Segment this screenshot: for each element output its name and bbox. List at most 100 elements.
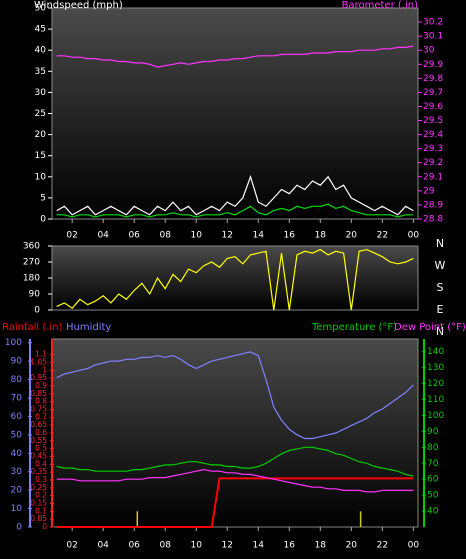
x-tick-label: 06 bbox=[128, 541, 140, 551]
y-tick-label: 0.85 bbox=[30, 389, 47, 398]
x-tick-label: 04 bbox=[97, 541, 109, 551]
y-tick-label: 120 bbox=[427, 379, 444, 389]
y-tick-label: 0.9 bbox=[35, 381, 47, 390]
y-tick-label: 110 bbox=[427, 395, 444, 405]
series-line bbox=[56, 468, 414, 493]
y-tick-label: 29.2 bbox=[423, 158, 443, 168]
y-tick-label: 29 bbox=[423, 186, 435, 196]
y-tick-label: 0.55 bbox=[30, 436, 47, 445]
y-tick-label: 35 bbox=[35, 67, 46, 77]
y-tick-label: 0.1 bbox=[35, 506, 47, 515]
y-tick-label: 130 bbox=[427, 363, 444, 373]
y-tick-label: 90 bbox=[29, 290, 41, 300]
y2-axis-title: Barometer (.in) bbox=[342, 0, 418, 11]
y-tick-label: 29.9 bbox=[423, 60, 443, 70]
y-tick-label: 70 bbox=[11, 393, 23, 403]
y-tick-label: 50 bbox=[427, 491, 439, 501]
y-tick-label: 0.4 bbox=[35, 459, 47, 468]
x-tick-label: 16 bbox=[284, 231, 296, 241]
y-tick-label: 180 bbox=[23, 274, 40, 284]
y-tick-label: 30 bbox=[35, 88, 47, 98]
y-tick-label: 50 bbox=[35, 4, 47, 14]
y-tick-label: 0.6 bbox=[35, 428, 47, 437]
series-label: Dew Point (°F) bbox=[394, 322, 466, 333]
series-line bbox=[56, 248, 414, 311]
y-tick-label: 10 bbox=[11, 504, 23, 514]
y-tick-label: 40 bbox=[427, 507, 439, 517]
y-tick-label: 90 bbox=[11, 357, 23, 367]
y-tick-label: 30 bbox=[11, 467, 23, 477]
y-tick-label: 29.1 bbox=[423, 172, 443, 182]
x-tick-label: 22 bbox=[377, 541, 388, 551]
x-tick-label: 12 bbox=[222, 541, 233, 551]
compass-label: N bbox=[436, 237, 444, 250]
y-tick-label: 29.3 bbox=[423, 144, 443, 154]
x-tick-label: 18 bbox=[315, 541, 327, 551]
y-tick-label: 60 bbox=[427, 475, 439, 485]
series-line bbox=[56, 446, 414, 477]
y-tick-label: 0 bbox=[40, 215, 46, 225]
y-tick-label: 0.5 bbox=[35, 444, 47, 453]
y-tick-label: 0.2 bbox=[35, 491, 47, 500]
y-tick-label: 0.75 bbox=[30, 405, 47, 414]
y-tick-label: 29.7 bbox=[423, 88, 443, 98]
y-tick-label: 29.6 bbox=[423, 102, 443, 112]
x-tick-label: 22 bbox=[377, 231, 388, 241]
y-tick-label: 0.15 bbox=[30, 499, 47, 508]
y-tick-label: 45 bbox=[35, 25, 46, 35]
y-tick-label: 25 bbox=[35, 109, 46, 119]
compass-label: W bbox=[435, 259, 446, 272]
x-tick-label: 00 bbox=[408, 541, 420, 551]
x-tick-label: 14 bbox=[253, 231, 265, 241]
series-label: Rainfall (.in) bbox=[2, 322, 63, 333]
x-tick-label: 08 bbox=[159, 231, 171, 241]
y-tick-label: 29.4 bbox=[423, 130, 443, 140]
y-tick-label: 1.1 bbox=[35, 350, 47, 359]
series-line bbox=[56, 174, 414, 216]
x-tick-label: 04 bbox=[97, 231, 109, 241]
y-tick-label: 100 bbox=[427, 411, 444, 421]
x-tick-label: 16 bbox=[284, 541, 296, 551]
y-tick-label: 29.8 bbox=[423, 74, 443, 84]
x-tick-label: 00 bbox=[408, 231, 420, 241]
x-tick-label: 10 bbox=[191, 541, 203, 551]
y-tick-label: 80 bbox=[427, 443, 439, 453]
plot-area bbox=[51, 338, 419, 528]
y-tick-label: 40 bbox=[35, 46, 47, 56]
y-tick-label: 60 bbox=[11, 412, 23, 422]
y-tick-label: 30.2 bbox=[423, 18, 443, 28]
x-tick-label: 06 bbox=[128, 231, 140, 241]
y-tick-label: 0.3 bbox=[35, 475, 47, 484]
y-tick-label: 0.8 bbox=[35, 397, 47, 406]
y-tick-label: 30 bbox=[423, 46, 435, 56]
y-tick-label: 90 bbox=[427, 427, 439, 437]
y-tick-label: 1 bbox=[42, 365, 47, 374]
y-tick-label: 40 bbox=[11, 449, 23, 459]
x-tick-label: 20 bbox=[346, 541, 358, 551]
y-tick-label: 30.1 bbox=[423, 32, 443, 42]
series-line bbox=[56, 351, 414, 440]
x-tick-label: 02 bbox=[66, 541, 77, 551]
x-tick-label: 18 bbox=[315, 231, 327, 241]
y-tick-label: 0 bbox=[16, 523, 22, 533]
y-tick-label: 29.5 bbox=[423, 116, 443, 126]
series-label: Humidity bbox=[66, 322, 111, 333]
plot-area bbox=[51, 7, 419, 220]
plot-area bbox=[51, 245, 419, 311]
y-tick-label: 140 bbox=[427, 347, 444, 357]
y-tick-label: 100 bbox=[5, 338, 22, 348]
y-tick-label: 28.9 bbox=[423, 200, 443, 210]
y-tick-label: 50 bbox=[11, 430, 23, 440]
x-tick-label: 12 bbox=[222, 231, 233, 241]
y-tick-label: 70 bbox=[427, 459, 439, 469]
y-tick-label: 0.45 bbox=[30, 452, 47, 461]
y-tick-label: 20 bbox=[35, 130, 47, 140]
y-tick-label: 0.25 bbox=[30, 483, 47, 492]
series-label: Temperature (°F) bbox=[311, 322, 397, 333]
x-tick-label: 08 bbox=[159, 541, 171, 551]
y-tick-label: 0.7 bbox=[35, 412, 47, 421]
y-tick-label: 0.95 bbox=[30, 373, 47, 382]
y-tick-label: 0 bbox=[42, 522, 47, 531]
